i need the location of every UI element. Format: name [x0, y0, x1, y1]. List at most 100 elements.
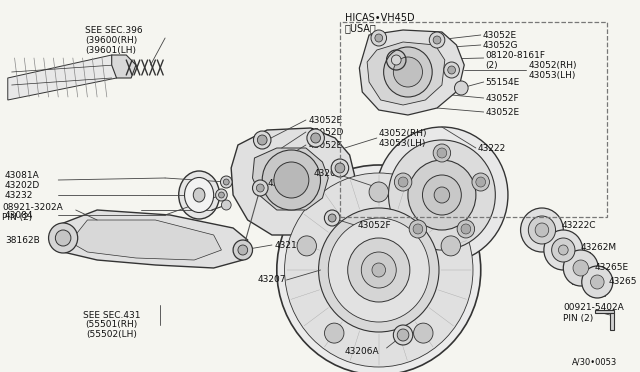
Bar: [340, 22, 607, 217]
Text: SEE SEC.396: SEE SEC.396: [86, 26, 143, 35]
Circle shape: [220, 176, 232, 188]
Circle shape: [335, 163, 345, 173]
Polygon shape: [231, 128, 355, 235]
Text: 43202: 43202: [314, 169, 342, 177]
Circle shape: [408, 160, 476, 230]
Text: 43052(RH): 43052(RH): [529, 61, 577, 70]
Circle shape: [409, 220, 427, 238]
Text: 55154E: 55154E: [486, 77, 520, 87]
Text: 43265: 43265: [609, 278, 637, 286]
Circle shape: [422, 175, 461, 215]
Text: 43081A: 43081A: [5, 170, 40, 180]
Circle shape: [262, 150, 321, 210]
Circle shape: [392, 55, 401, 65]
Circle shape: [221, 200, 231, 210]
Circle shape: [324, 323, 344, 343]
Circle shape: [434, 187, 450, 203]
Circle shape: [457, 220, 475, 238]
Text: 43173: 43173: [267, 179, 296, 187]
Text: 43053(LH): 43053(LH): [379, 138, 426, 148]
Circle shape: [394, 325, 413, 345]
Circle shape: [394, 57, 422, 87]
Polygon shape: [595, 310, 614, 313]
Circle shape: [257, 135, 267, 145]
Circle shape: [253, 131, 271, 149]
Circle shape: [520, 208, 563, 252]
Circle shape: [49, 223, 77, 253]
Polygon shape: [367, 42, 445, 105]
Text: 43052F: 43052F: [357, 221, 391, 230]
Text: 43210: 43210: [275, 241, 303, 250]
Circle shape: [223, 179, 229, 185]
Circle shape: [328, 218, 429, 322]
Circle shape: [429, 32, 445, 48]
Ellipse shape: [179, 171, 220, 219]
Circle shape: [398, 177, 408, 187]
Circle shape: [253, 180, 268, 196]
Text: 〈USA〉: 〈USA〉: [345, 23, 376, 33]
Text: 43052G: 43052G: [483, 41, 518, 49]
Circle shape: [297, 236, 316, 256]
Circle shape: [413, 323, 433, 343]
Circle shape: [582, 266, 613, 298]
Text: 43084: 43084: [5, 211, 33, 219]
Polygon shape: [610, 313, 614, 330]
Circle shape: [388, 140, 495, 250]
Circle shape: [233, 240, 253, 260]
Text: 43222C: 43222C: [561, 221, 596, 230]
Circle shape: [461, 224, 471, 234]
Text: 43207: 43207: [257, 276, 286, 285]
Circle shape: [324, 210, 340, 226]
Circle shape: [319, 208, 439, 332]
Circle shape: [311, 133, 321, 143]
Text: 43202D: 43202D: [5, 180, 40, 189]
Text: 43052(RH): 43052(RH): [379, 128, 428, 138]
Text: (39600(RH): (39600(RH): [86, 35, 138, 45]
Circle shape: [437, 148, 447, 158]
Text: 43206A: 43206A: [345, 347, 380, 356]
Ellipse shape: [193, 188, 205, 202]
Circle shape: [591, 275, 604, 289]
Text: 08120-8161F: 08120-8161F: [486, 51, 546, 60]
Circle shape: [216, 189, 227, 201]
Circle shape: [285, 173, 473, 367]
Circle shape: [444, 62, 460, 78]
Circle shape: [529, 216, 556, 244]
Circle shape: [369, 182, 388, 202]
Circle shape: [276, 165, 481, 372]
Polygon shape: [8, 55, 126, 100]
Circle shape: [375, 34, 383, 42]
Text: 43265E: 43265E: [595, 263, 628, 273]
Text: 00921-5402A: 00921-5402A: [563, 304, 624, 312]
Circle shape: [472, 173, 490, 191]
Text: 43053(LH): 43053(LH): [529, 71, 576, 80]
Circle shape: [413, 224, 423, 234]
Circle shape: [448, 66, 456, 74]
Circle shape: [371, 30, 387, 46]
Circle shape: [394, 173, 412, 191]
Circle shape: [441, 236, 461, 256]
Polygon shape: [112, 55, 136, 78]
Circle shape: [257, 184, 264, 192]
Circle shape: [372, 263, 385, 277]
Text: HICAS•VH45D: HICAS•VH45D: [345, 13, 415, 23]
Text: (39601(LH): (39601(LH): [86, 45, 136, 55]
Text: (2): (2): [486, 61, 498, 70]
Text: (55502(LH): (55502(LH): [86, 330, 137, 340]
Circle shape: [218, 192, 225, 198]
Circle shape: [454, 81, 468, 95]
Text: 43052E: 43052E: [486, 108, 520, 116]
Circle shape: [544, 230, 583, 270]
Text: 43222: 43222: [478, 144, 506, 153]
Circle shape: [376, 127, 508, 263]
Circle shape: [433, 36, 441, 44]
Circle shape: [563, 250, 598, 286]
Text: PIN (2): PIN (2): [2, 212, 32, 221]
Circle shape: [348, 238, 410, 302]
Text: 43052E: 43052E: [483, 31, 517, 39]
Text: 43052F: 43052F: [486, 93, 519, 103]
Text: SEE SEC.431: SEE SEC.431: [83, 311, 140, 320]
Text: 43052E: 43052E: [309, 141, 343, 150]
Circle shape: [535, 223, 548, 237]
Circle shape: [328, 214, 336, 222]
